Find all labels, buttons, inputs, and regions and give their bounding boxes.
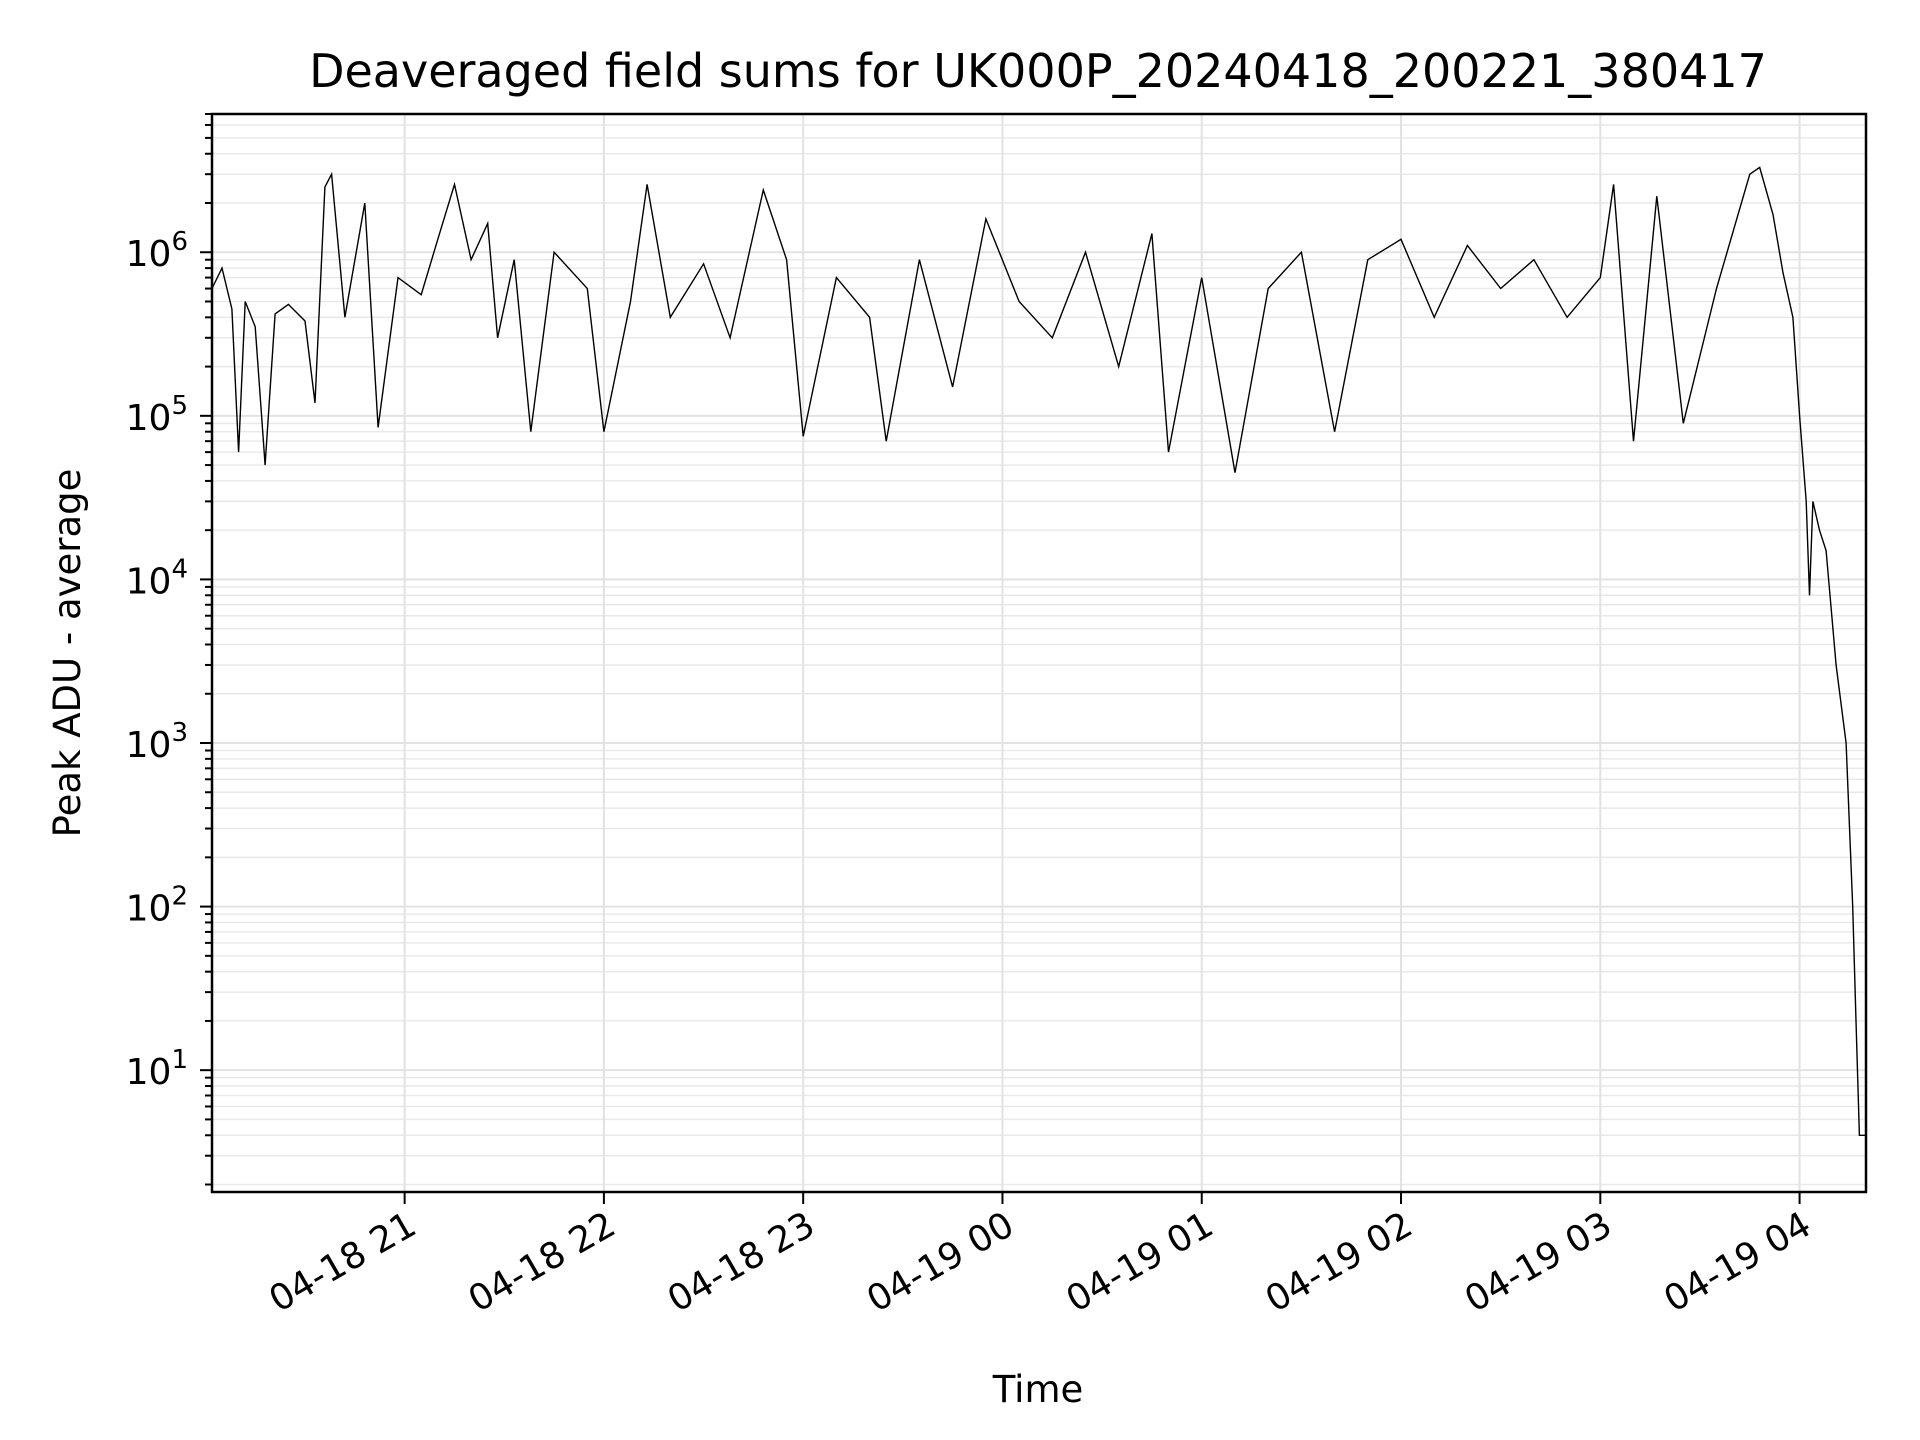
y-tick-label: 102 bbox=[126, 882, 188, 930]
y-tick-label: 101 bbox=[126, 1045, 188, 1093]
x-tick-label: 04-19 01 bbox=[1060, 1204, 1221, 1320]
x-axis-label: Time bbox=[992, 1368, 1084, 1411]
x-axis: 04-18 21 04-18 22 04-18 23 04-19 00 04-19 01… bbox=[262, 1192, 1818, 1321]
y-axis: 101 102 103 104 105 106 bbox=[126, 113, 212, 1186]
x-tick-label: 04-19 00 bbox=[860, 1204, 1021, 1320]
x-tick-label: 04-18 22 bbox=[462, 1204, 623, 1320]
x-tick-label: 04-19 04 bbox=[1657, 1204, 1818, 1320]
x-tick-label: 04-18 23 bbox=[661, 1204, 822, 1320]
y-tick-label: 104 bbox=[126, 554, 188, 602]
plot-frame bbox=[210, 112, 1868, 1194]
y-tick-label: 103 bbox=[126, 718, 188, 766]
x-tick-label: 04-19 02 bbox=[1259, 1204, 1420, 1320]
grid bbox=[212, 113, 1866, 1192]
series-layer bbox=[211, 166, 1866, 1137]
x-tick-label: 04-18 21 bbox=[262, 1204, 423, 1320]
y-axis-label: Peak ADU - average bbox=[46, 469, 89, 838]
x-tick-label: 04-19 03 bbox=[1458, 1204, 1619, 1320]
y-tick-label: 106 bbox=[126, 227, 188, 275]
series-line bbox=[211, 166, 1866, 1137]
chart-title: Deaveraged field sums for UK000P_2024041… bbox=[309, 44, 1767, 98]
y-tick-label: 105 bbox=[126, 391, 188, 439]
